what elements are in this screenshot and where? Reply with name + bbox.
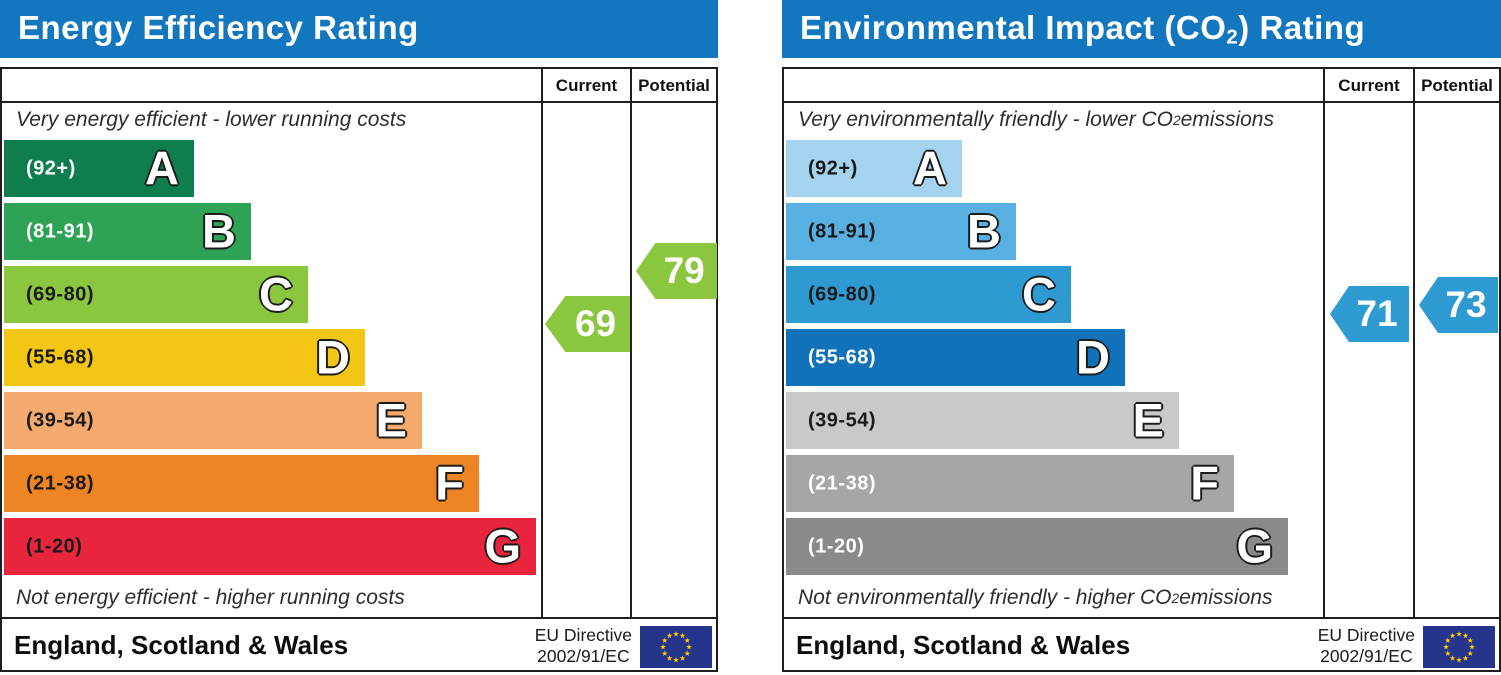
band-range: (92+) — [808, 157, 858, 179]
band-letter: A — [913, 141, 947, 195]
band-range: (39-54) — [26, 409, 94, 431]
band-letter: D — [316, 330, 350, 384]
top-scale-note: Very environmentally friendly - lower CO… — [798, 108, 1274, 131]
band-e: (39-54) E — [4, 392, 422, 449]
band-range: (1-20) — [808, 535, 865, 557]
potential-column-header: Potential — [1421, 76, 1493, 95]
band-letter: D — [1076, 330, 1110, 384]
panel-title-text: Energy Efficiency Rating — [18, 9, 419, 46]
header-row-divider — [782, 101, 1501, 103]
top-scale-note: Very energy efficient - lower running co… — [16, 108, 407, 131]
header-row-divider — [0, 101, 718, 103]
eu-directive-label: EU Directive 2002/91/EC — [1317, 625, 1415, 666]
environmental-impact-panel: Environmental Impact (CO2) Rating Curren… — [782, 0, 1501, 675]
region-label: England, Scotland & Wales — [14, 629, 349, 660]
band-b: (81-91) B — [4, 203, 251, 260]
column-divider — [541, 67, 543, 617]
potential-rating-arrow: 79 — [636, 243, 717, 299]
bottom-scale-note: Not energy efficient - higher running co… — [16, 586, 405, 609]
potential-rating-value: 79 — [663, 250, 705, 291]
band-g: (1-20) G — [786, 518, 1288, 575]
band-range: (21-38) — [26, 472, 94, 494]
band-letter: G — [484, 519, 521, 573]
band-letter: F — [435, 456, 464, 510]
band-range: (92+) — [26, 157, 76, 179]
band-letter: E — [375, 393, 407, 447]
band-range: (21-38) — [808, 472, 876, 494]
eu-directive-label: EU Directive 2002/91/EC — [534, 625, 632, 666]
band-letter: B — [202, 204, 236, 258]
band-c: (69-80) C — [4, 266, 308, 323]
eu-flag-icon — [640, 626, 712, 668]
band-letter: F — [1190, 456, 1219, 510]
band-g: (1-20) G — [4, 518, 536, 575]
potential-column-header: Potential — [638, 76, 710, 95]
band-d: (55-68) D — [4, 329, 365, 386]
current-rating-value: 71 — [1356, 293, 1398, 334]
region-label: England, Scotland & Wales — [796, 629, 1131, 660]
band-letter: E — [1132, 393, 1164, 447]
footer-row-divider — [0, 617, 718, 619]
column-divider — [1323, 67, 1325, 617]
band-a: (92+) A — [4, 140, 194, 197]
band-range: (69-80) — [808, 283, 876, 305]
band-letter: C — [1022, 267, 1056, 321]
band-a: (92+) A — [786, 140, 962, 197]
potential-rating-value: 73 — [1445, 284, 1487, 325]
band-range: (39-54) — [808, 409, 876, 431]
current-rating-value: 69 — [574, 303, 617, 344]
band-c: (69-80) C — [786, 266, 1071, 323]
band-f: (21-38) F — [786, 455, 1234, 512]
band-letter: C — [259, 267, 293, 321]
bottom-scale-note: Not environmentally friendly - higher CO… — [798, 586, 1273, 609]
current-column-header: Current — [1338, 76, 1400, 95]
band-letter: B — [967, 204, 1001, 258]
band-e: (39-54) E — [786, 392, 1179, 449]
current-column-header: Current — [555, 76, 618, 95]
footer-row-divider — [782, 617, 1501, 619]
band-d: (55-68) D — [786, 329, 1125, 386]
current-rating-arrow: 71 — [1330, 286, 1409, 342]
band-f: (21-38) F — [4, 455, 479, 512]
band-letter: A — [145, 141, 179, 195]
eu-flag-icon — [1423, 626, 1495, 668]
band-range: (55-68) — [26, 346, 94, 368]
band-range: (81-91) — [26, 220, 94, 242]
band-letter: G — [1236, 519, 1273, 573]
band-b: (81-91) B — [786, 203, 1016, 260]
band-range: (55-68) — [808, 346, 876, 368]
column-divider — [1413, 67, 1415, 617]
energy-efficiency-panel: Energy Efficiency Rating Current Potenti… — [0, 0, 718, 675]
band-range: (1-20) — [26, 535, 83, 557]
environmental-impact-title: Environmental Impact (CO2) Rating — [782, 0, 1501, 58]
column-divider — [630, 67, 632, 617]
potential-rating-arrow: 73 — [1419, 277, 1498, 333]
current-rating-arrow: 69 — [545, 296, 630, 352]
energy-efficiency-title: Energy Efficiency Rating — [0, 0, 718, 58]
band-range: (69-80) — [26, 283, 94, 305]
band-range: (81-91) — [808, 220, 876, 242]
